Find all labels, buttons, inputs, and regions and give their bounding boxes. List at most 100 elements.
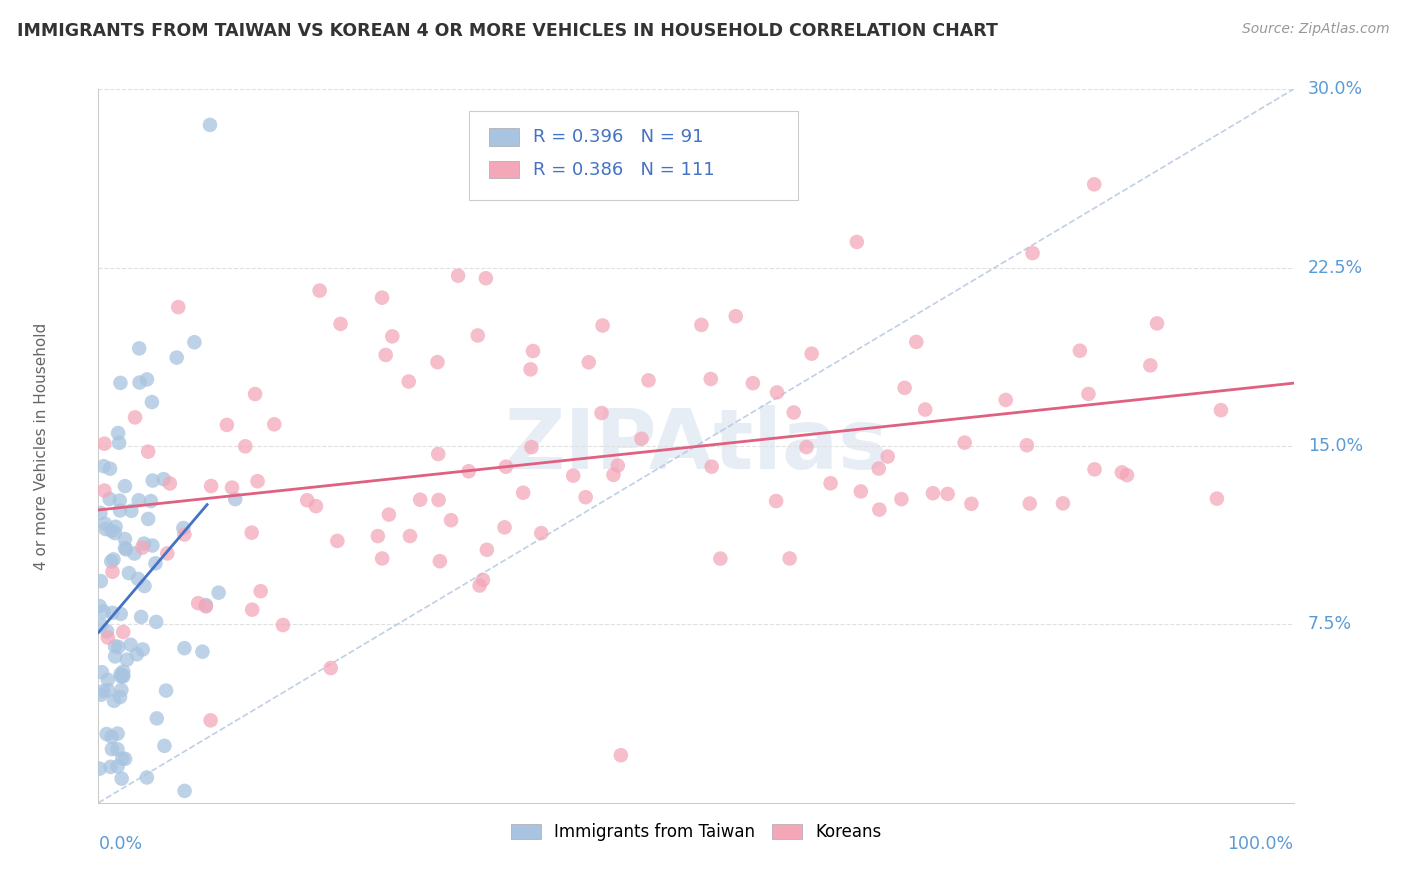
Point <box>98 491 121 506</box>
Point <box>145 615 167 629</box>
Point <box>519 362 541 376</box>
Point <box>475 271 498 285</box>
Point <box>96 727 118 741</box>
Point <box>922 486 945 500</box>
Point <box>115 653 138 667</box>
Point <box>94 522 117 536</box>
Point <box>108 435 131 450</box>
Point <box>166 351 188 365</box>
Point <box>1015 438 1038 452</box>
Point <box>114 541 136 556</box>
Point <box>522 344 544 359</box>
Point <box>305 499 328 513</box>
Point <box>1077 387 1099 401</box>
Point <box>709 551 731 566</box>
Point <box>114 752 136 766</box>
Point <box>575 490 598 504</box>
Point <box>114 479 136 493</box>
Point <box>90 665 112 680</box>
Text: IMMIGRANTS FROM TAIWAN VS KOREAN 4 OR MORE VEHICLES IN HOUSEHOLD CORRELATION CHA: IMMIGRANTS FROM TAIWAN VS KOREAN 4 OR MO… <box>17 22 998 40</box>
Point <box>472 573 495 587</box>
Point <box>520 440 543 454</box>
Point <box>1111 466 1133 480</box>
Point <box>845 235 868 249</box>
Point <box>107 640 129 654</box>
Point <box>495 459 517 474</box>
Point <box>93 483 115 498</box>
Point <box>97 683 120 698</box>
Point <box>141 539 163 553</box>
Point <box>562 468 585 483</box>
Point <box>134 579 156 593</box>
Point <box>868 502 890 516</box>
Point <box>120 638 142 652</box>
FancyBboxPatch shape <box>489 161 519 178</box>
Point <box>110 667 132 681</box>
Point <box>101 742 124 756</box>
Point <box>512 485 534 500</box>
Point <box>111 772 134 786</box>
Point <box>427 493 450 508</box>
Point <box>108 493 131 508</box>
Point <box>371 291 394 305</box>
Point <box>308 284 330 298</box>
Point <box>530 526 553 541</box>
Point <box>194 598 217 612</box>
Point <box>101 606 124 620</box>
Text: ZIPAtlas: ZIPAtlas <box>503 406 889 486</box>
Point <box>914 402 936 417</box>
Point <box>90 688 112 702</box>
Point <box>90 618 112 632</box>
Point <box>592 318 614 333</box>
Point <box>240 602 263 616</box>
Point <box>153 739 176 753</box>
Text: R = 0.396   N = 91: R = 0.396 N = 91 <box>533 128 704 146</box>
Point <box>905 334 928 349</box>
Point <box>93 436 115 450</box>
Point <box>120 504 142 518</box>
Point <box>591 406 613 420</box>
Point <box>167 300 190 314</box>
Point <box>136 444 159 458</box>
Point <box>107 726 129 740</box>
Point <box>374 348 396 362</box>
Text: 30.0%: 30.0% <box>1308 80 1362 98</box>
Point <box>457 464 479 478</box>
Text: 4 or more Vehicles in Household: 4 or more Vehicles in Household <box>34 322 49 570</box>
Point <box>295 493 318 508</box>
Point <box>94 516 117 531</box>
Point <box>108 503 131 517</box>
Point <box>125 648 148 662</box>
Point <box>173 641 195 656</box>
Point <box>936 487 959 501</box>
Point <box>263 417 285 432</box>
Point <box>104 526 127 541</box>
Point <box>111 751 134 765</box>
Point <box>104 649 127 664</box>
Text: 22.5%: 22.5% <box>1308 259 1362 277</box>
Point <box>128 493 150 508</box>
Point <box>700 459 723 474</box>
Point <box>103 694 125 708</box>
Point <box>637 373 659 387</box>
Point <box>93 459 115 474</box>
Point <box>700 372 723 386</box>
Point <box>100 554 122 568</box>
Point <box>139 494 162 508</box>
Point <box>1052 496 1074 510</box>
Point <box>141 395 163 409</box>
Point <box>129 610 152 624</box>
Point <box>876 450 898 464</box>
Point <box>724 310 747 324</box>
Point <box>960 497 983 511</box>
Point <box>610 748 633 763</box>
Point <box>893 381 915 395</box>
Point <box>101 565 124 579</box>
Point <box>107 759 129 773</box>
Point <box>1083 462 1105 476</box>
Point <box>1021 246 1043 260</box>
Point <box>93 605 115 619</box>
Point <box>409 492 432 507</box>
Point <box>1209 403 1232 417</box>
Text: 100.0%: 100.0% <box>1227 835 1294 853</box>
